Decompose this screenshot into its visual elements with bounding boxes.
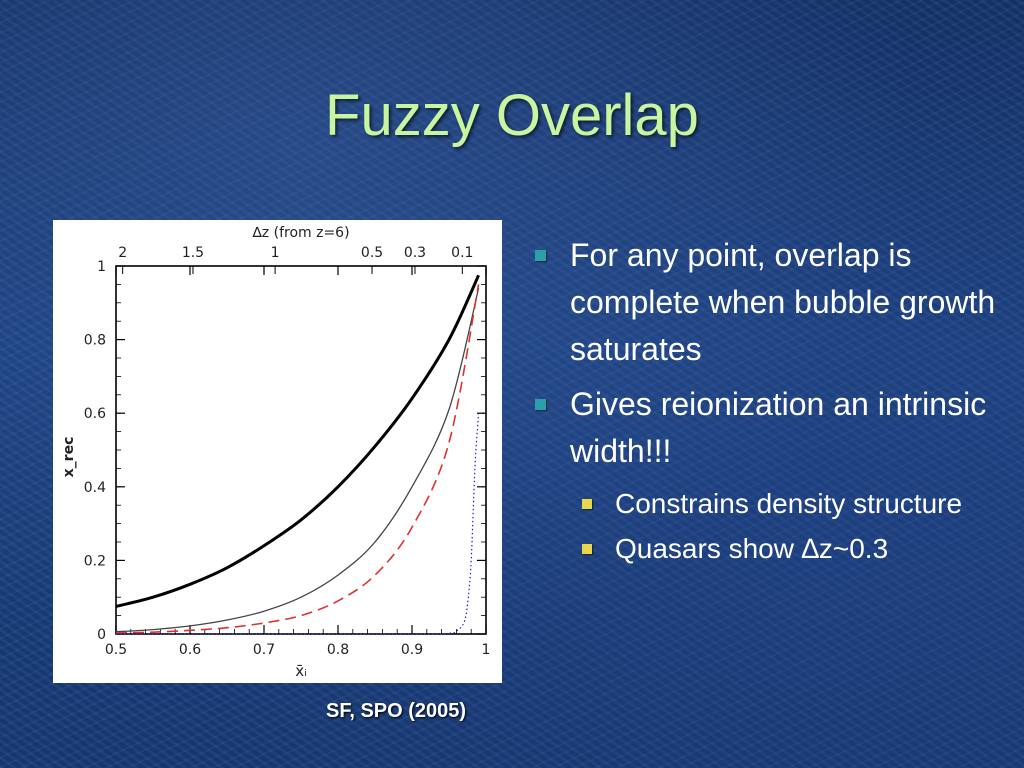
- y-tick-label: 0.6: [84, 406, 106, 422]
- slide-title: Fuzzy Overlap: [325, 83, 699, 148]
- bullet-item: For any point, overlap is complete when …: [532, 232, 1002, 373]
- bullet-list: For any point, overlap is complete when …: [532, 232, 1002, 573]
- top-tick-label: 1.5: [182, 245, 204, 261]
- top-tick-label: 2: [118, 245, 127, 261]
- x-tick-label: 0.6: [179, 642, 201, 658]
- figure-credit: SF, SPO (2005): [326, 700, 467, 722]
- series-line-dotted: [115, 413, 480, 635]
- x-tick-label: 0.5: [105, 642, 127, 658]
- x-axis-label: x̄ᵢ: [295, 662, 307, 680]
- sub-bullet-item: Constrains density structure: [532, 483, 1002, 524]
- sub-bullet-item: Quasars show ∆z~0.3: [532, 528, 1002, 569]
- square-bullet-icon: [535, 399, 546, 410]
- small-square-bullet-icon: [582, 499, 592, 509]
- x-tick-label: 0.7: [253, 642, 275, 658]
- plot-frame: [115, 265, 487, 635]
- top-tick-label: 0.3: [404, 245, 426, 261]
- y-tick-label: 0.2: [84, 553, 106, 569]
- sub-bullet-text: Constrains density structure: [615, 488, 963, 519]
- series-line-thin-solid: [115, 287, 480, 633]
- bullet-item: Gives reionization an intrinsic width!!!: [532, 381, 1002, 475]
- y-tick-label: 1: [97, 259, 106, 275]
- top-tick-label: 0.5: [361, 245, 383, 261]
- top-tick-label: 1: [271, 245, 280, 261]
- y-tick-label: 0.4: [84, 480, 106, 496]
- plot-panel: 0.5 0.6 0.7 0.8 0.9 1 0 0.2 0.4 0.6 0.8 1 2 1.5 1 0.5 0.…: [53, 220, 502, 683]
- top-tick-label: 0.1: [451, 245, 473, 261]
- x-tick-label: 0.8: [327, 642, 349, 658]
- bullet-text: Gives reionization an intrinsic width!!!: [570, 386, 987, 469]
- x2-axis-label: ∆z (from z=6): [251, 225, 349, 241]
- y-axis-label: x_rec: [61, 437, 77, 478]
- y-tick-label: 0.8: [84, 333, 106, 349]
- series-line-thick-solid: [115, 274, 480, 608]
- y-tick-label: 0: [97, 627, 106, 643]
- bullet-text: For any point, overlap is complete when …: [570, 237, 996, 367]
- x-tick-label: 1: [482, 642, 491, 658]
- sub-bullet-text: Quasars show ∆z~0.3: [615, 533, 889, 564]
- small-square-bullet-icon: [582, 544, 592, 554]
- series-line-dashed: [115, 284, 480, 634]
- square-bullet-icon: [535, 250, 546, 261]
- xrec-vs-xi-chart: 0.5 0.6 0.7 0.8 0.9 100.20.40.60.812 1.5 1 0.5 0.…: [61, 225, 491, 680]
- x-tick-label: 0.9: [401, 642, 423, 658]
